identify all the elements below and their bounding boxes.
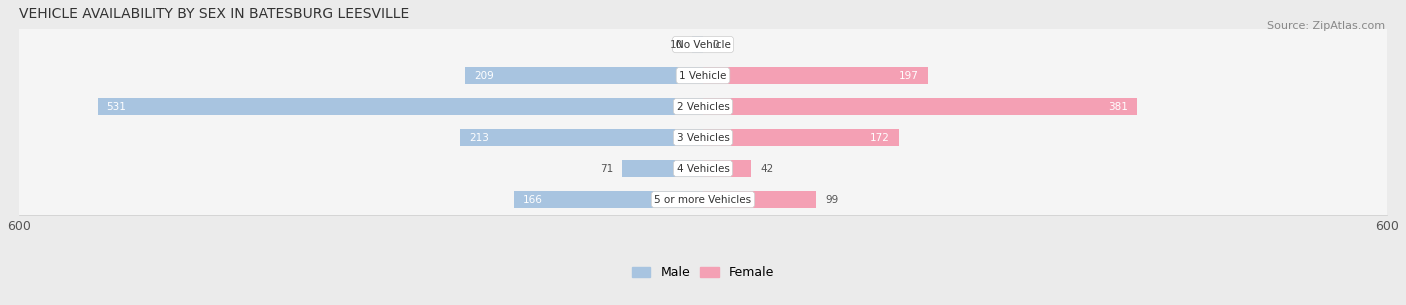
Bar bbox=[703, 129, 898, 146]
Text: 4 Vehicles: 4 Vehicles bbox=[676, 163, 730, 174]
Text: 166: 166 bbox=[523, 195, 543, 205]
Text: 71: 71 bbox=[600, 163, 613, 174]
Text: VEHICLE AVAILABILITY BY SEX IN BATESBURG LEESVILLE: VEHICLE AVAILABILITY BY SEX IN BATESBURG… bbox=[18, 7, 409, 21]
Bar bbox=[18, 184, 1388, 215]
Text: 5 or more Vehicles: 5 or more Vehicles bbox=[654, 195, 752, 205]
Bar bbox=[18, 91, 1388, 122]
Bar bbox=[460, 129, 703, 146]
Bar bbox=[18, 153, 1388, 184]
Text: 531: 531 bbox=[107, 102, 127, 112]
Text: 42: 42 bbox=[761, 163, 773, 174]
Text: 10: 10 bbox=[669, 40, 682, 49]
Text: 1 Vehicle: 1 Vehicle bbox=[679, 70, 727, 81]
Text: 197: 197 bbox=[898, 70, 918, 81]
Bar bbox=[18, 29, 1388, 60]
Bar bbox=[513, 191, 703, 208]
Bar bbox=[18, 60, 1388, 91]
Text: 381: 381 bbox=[1108, 102, 1128, 112]
Text: 99: 99 bbox=[825, 195, 838, 205]
Bar bbox=[621, 160, 703, 177]
Text: No Vehicle: No Vehicle bbox=[675, 40, 731, 49]
Legend: Male, Female: Male, Female bbox=[631, 267, 775, 279]
Bar bbox=[692, 36, 703, 53]
Text: 0: 0 bbox=[711, 40, 718, 49]
Text: 213: 213 bbox=[470, 133, 489, 142]
Text: 209: 209 bbox=[474, 70, 494, 81]
Bar bbox=[703, 98, 1137, 115]
Text: Source: ZipAtlas.com: Source: ZipAtlas.com bbox=[1267, 21, 1385, 31]
Bar bbox=[703, 160, 751, 177]
Bar bbox=[465, 67, 703, 84]
Bar bbox=[703, 191, 815, 208]
Bar bbox=[97, 98, 703, 115]
Text: 172: 172 bbox=[870, 133, 890, 142]
Text: 2 Vehicles: 2 Vehicles bbox=[676, 102, 730, 112]
Bar bbox=[703, 67, 928, 84]
Text: 3 Vehicles: 3 Vehicles bbox=[676, 133, 730, 142]
Bar bbox=[18, 122, 1388, 153]
